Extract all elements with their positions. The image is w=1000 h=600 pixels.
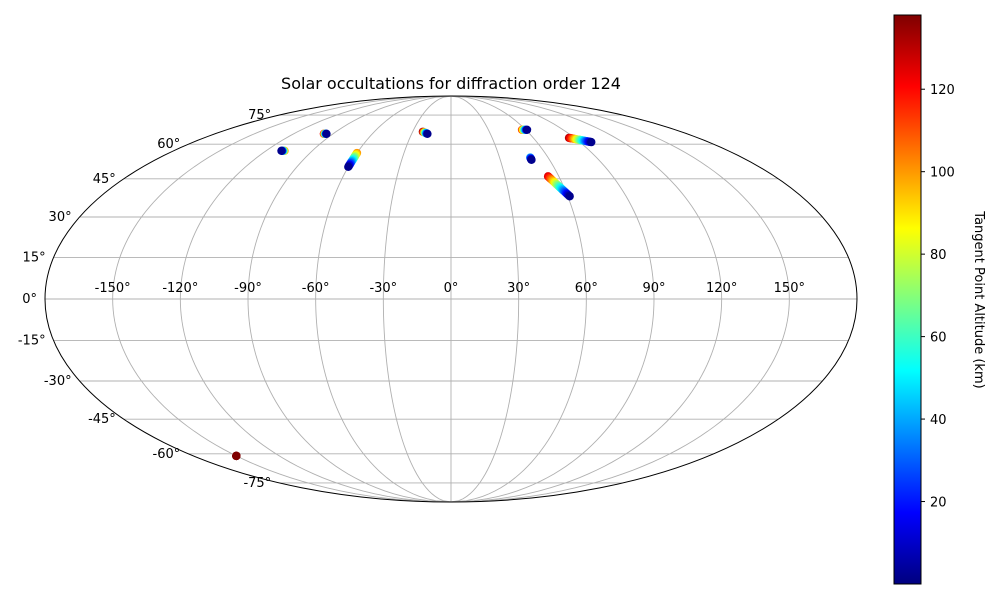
x-tick-label: 90° [642,281,665,296]
colorbar-ticks: 20 40 60 80 100 120 [921,83,955,511]
occultation-track [344,148,362,172]
x-tick-label: 0° [444,281,459,296]
x-tick-label: -30° [369,281,397,296]
x-tick-label: -120° [162,281,198,296]
occultation-track [277,146,289,155]
colorbar: 20 40 60 80 100 120 Tangent Point Altitude (k… [893,14,986,585]
colorbar-tick-label: 80 [930,248,947,263]
occultation-track [418,127,432,138]
colorbar-gradient [893,14,922,585]
x-tick-label: -90° [234,281,262,296]
x-tick-label: 60° [575,281,598,296]
data-point [565,192,574,201]
data-point [587,137,596,147]
occultation-track [319,129,331,138]
y-tick-label: -75° [243,476,271,491]
data-point [423,129,432,138]
data-points [232,125,596,461]
y-tick-label: 15° [23,250,46,265]
colorbar-tick-label: 20 [930,496,947,511]
occultation-track [526,153,536,165]
chart-title: Solar occultations for diffraction order… [281,74,621,93]
occultation-track [517,125,532,134]
x-tick-label: 150° [774,281,805,296]
y-tick-label: 0° [22,292,37,307]
data-point [232,451,241,461]
y-tick-label: -45° [88,412,116,427]
x-tick-label: -150° [95,281,131,296]
colorbar-label: Tangent Point Altitude (km) [971,210,986,388]
map-boundary [44,95,858,503]
occultation-track [564,133,596,147]
data-point [522,125,532,134]
y-tick-label: 30° [49,210,72,225]
x-tick-labels: -150° -120° -90° -60° -30° 0° 30° 60° 90° 120° 150… [95,281,805,296]
occultation-track [232,451,241,461]
y-tick-label: -60° [153,447,181,462]
x-tick-label: 30° [507,281,530,296]
y-tick-label: -30° [44,374,72,389]
y-tick-labels: -75° -60° -45° -30° -15° 0° 15° 30° 45° 60° 75° [18,108,271,491]
data-point [344,162,353,172]
data-point [277,146,286,155]
x-tick-label: 120° [706,281,737,296]
data-point [322,129,331,138]
data-point [527,155,536,165]
colorbar-tick-label: 100 [930,166,955,181]
y-tick-label: -15° [18,334,46,349]
y-tick-label: 75° [248,108,271,123]
y-tick-label: 60° [157,137,180,152]
colorbar-tick-label: 120 [930,83,955,98]
x-tick-label: -60° [302,281,330,296]
colorbar-tick-label: 60 [930,331,947,346]
occultation-track [543,172,574,201]
grid-layer [45,96,857,502]
colorbar-tick-label: 40 [930,413,947,428]
y-tick-label: 45° [93,172,116,187]
